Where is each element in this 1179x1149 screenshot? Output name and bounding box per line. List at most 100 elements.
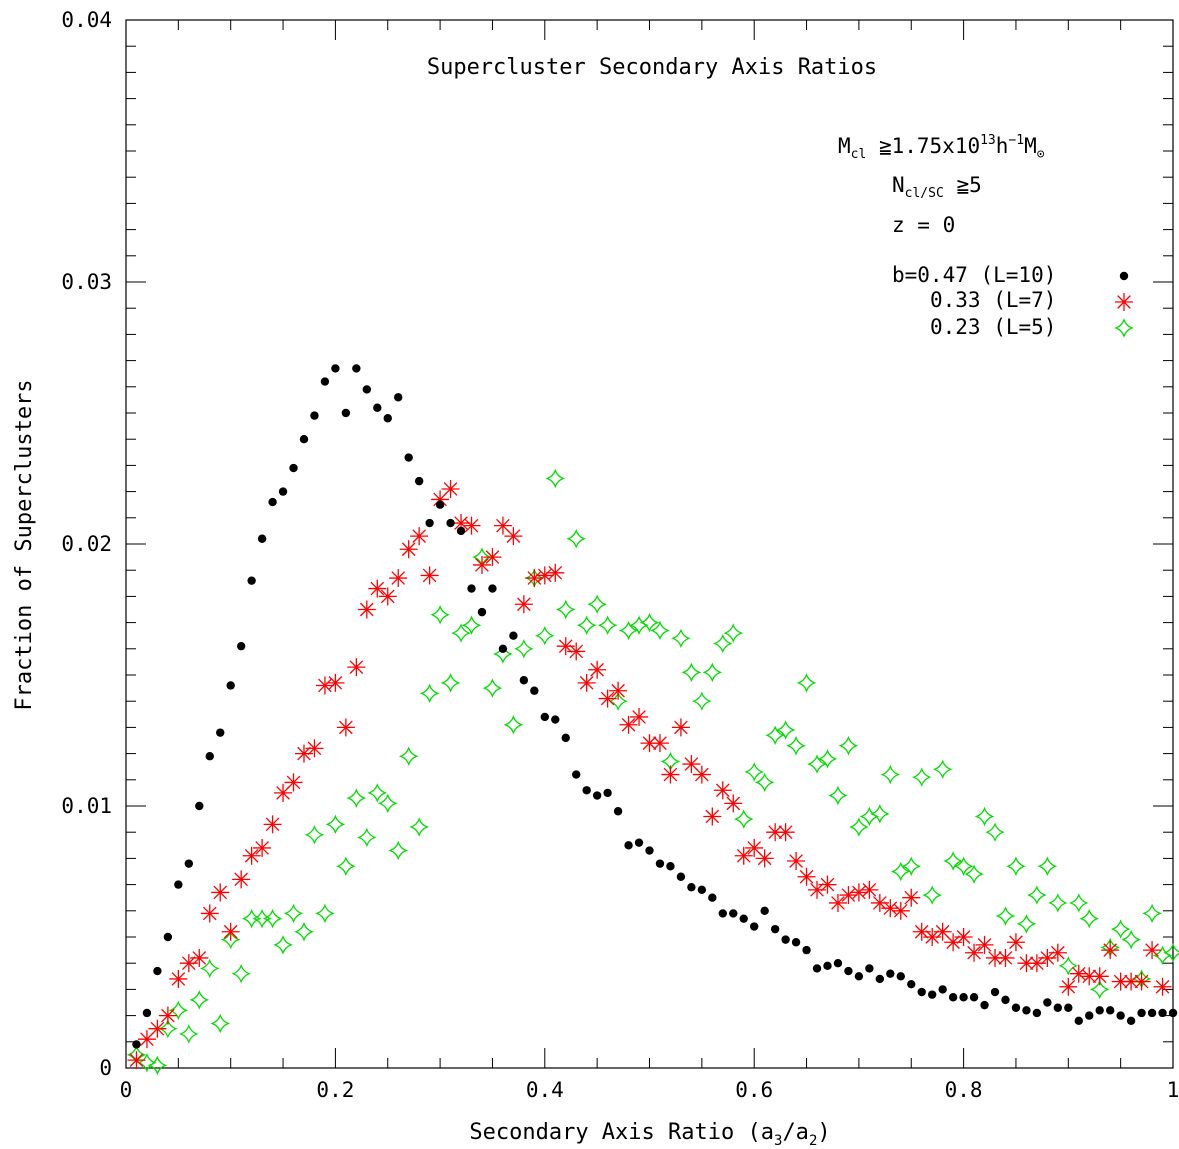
data-point-star — [608, 691, 628, 712]
data-point-asterisk — [148, 1019, 167, 1038]
data-point-star — [304, 824, 325, 845]
data-point-star — [650, 620, 670, 641]
data-point-star — [838, 735, 859, 756]
data-point-star — [702, 662, 723, 683]
data-point-star — [953, 856, 974, 877]
data-point-asterisk — [1027, 954, 1046, 973]
data-point-dot — [1116, 1011, 1125, 1020]
data-point-star — [545, 468, 566, 489]
data-point-dot — [917, 987, 926, 997]
data-point-asterisk — [525, 569, 544, 588]
data-point-dot — [1119, 271, 1129, 281]
data-point-asterisk — [870, 893, 889, 912]
data-point-dot — [938, 985, 947, 994]
data-point-star — [1163, 942, 1179, 963]
data-point-star — [618, 620, 639, 641]
data-point-asterisk — [336, 718, 355, 737]
data-point-dot — [791, 938, 801, 947]
data-point-asterisk — [703, 807, 722, 826]
data-point-dot — [582, 786, 591, 795]
data-point-star — [315, 903, 335, 924]
data-point-star — [1121, 929, 1141, 950]
data-point-asterisk — [1059, 977, 1078, 996]
series-green-stars — [126, 468, 1179, 1076]
data-point-dot — [373, 403, 382, 412]
data-point-dot — [467, 584, 476, 593]
data-point-star — [775, 720, 796, 740]
data-point-asterisk — [347, 658, 366, 677]
data-point-asterisk — [787, 852, 806, 871]
x-tick-label: 1 — [1167, 1078, 1179, 1102]
data-point-asterisk — [839, 886, 858, 905]
data-point-asterisk — [902, 888, 921, 907]
annotation-ncl: Ncl/SC ≧5 — [892, 173, 982, 201]
data-point-dot — [394, 393, 403, 402]
data-point-dot — [896, 972, 905, 981]
data-point-asterisk — [734, 846, 753, 865]
data-point-asterisk — [567, 642, 586, 661]
legend-marker-2 — [1114, 318, 1134, 338]
y-tick-label: 0 — [99, 1056, 112, 1080]
data-point-asterisk — [692, 765, 711, 784]
data-point-star — [723, 623, 744, 643]
data-point-asterisk — [546, 563, 565, 582]
chart-title: Supercluster Secondary Axis Ratios — [427, 55, 877, 80]
data-point-star — [943, 851, 963, 871]
data-point-star — [922, 885, 943, 905]
data-point-star — [461, 615, 482, 636]
data-point-dot — [1105, 1006, 1115, 1015]
data-point-asterisk — [253, 838, 272, 857]
data-point-asterisk — [420, 566, 439, 585]
data-point-dot — [1053, 1003, 1063, 1012]
data-point-star — [566, 528, 587, 549]
data-point-asterisk — [535, 566, 554, 585]
data-point-dot — [812, 964, 822, 973]
data-point-dot — [488, 584, 497, 593]
data-point-star — [356, 827, 377, 848]
data-point-dot — [561, 733, 570, 743]
x-tick-label: 0.8 — [945, 1078, 983, 1102]
data-point-asterisk — [923, 928, 942, 946]
data-point-asterisk — [954, 928, 973, 946]
data-point-dot — [729, 909, 738, 918]
data-point-asterisk — [399, 540, 418, 559]
data-point-star — [377, 793, 398, 814]
data-point-dot — [770, 924, 780, 934]
data-point-dot — [1074, 1016, 1083, 1026]
data-point-dot — [142, 1008, 152, 1018]
data-point-asterisk — [190, 948, 209, 967]
data-point-asterisk — [221, 922, 240, 941]
data-point-asterisk — [158, 1006, 177, 1025]
data-point-dot — [268, 497, 277, 507]
data-point-asterisk — [1006, 933, 1025, 952]
data-point-star — [671, 628, 691, 649]
data-point-dot — [781, 935, 790, 944]
data-point-star — [964, 864, 984, 884]
data-point-asterisk — [682, 755, 701, 774]
data-point-star — [754, 772, 775, 793]
data-point-asterisk — [263, 815, 282, 834]
data-point-asterisk — [630, 707, 649, 726]
data-point-star — [273, 935, 293, 955]
data-point-dot — [414, 476, 424, 486]
x-tick-labels: 0 0.2 0.4 0.6 0.8 1 — [120, 1078, 1179, 1102]
data-point-asterisk — [1132, 972, 1151, 991]
data-point-dot — [687, 883, 696, 892]
data-point-star — [901, 856, 922, 877]
data-point-star — [199, 958, 220, 979]
data-point-star — [1006, 856, 1026, 877]
data-point-star — [283, 903, 304, 924]
data-point-star — [828, 785, 848, 806]
data-point-star — [817, 749, 838, 769]
data-point-dot — [551, 715, 560, 724]
data-point-dot — [613, 807, 623, 816]
data-point-star — [681, 662, 702, 683]
data-point-star — [1142, 903, 1162, 924]
data-point-dot — [1085, 1011, 1094, 1020]
x-tick-label: 0.4 — [526, 1078, 564, 1102]
data-point-asterisk — [891, 901, 910, 920]
data-point-star — [482, 678, 503, 698]
data-point-dot — [603, 788, 612, 798]
data-point-asterisk — [200, 904, 219, 923]
data-point-dot — [435, 500, 445, 509]
